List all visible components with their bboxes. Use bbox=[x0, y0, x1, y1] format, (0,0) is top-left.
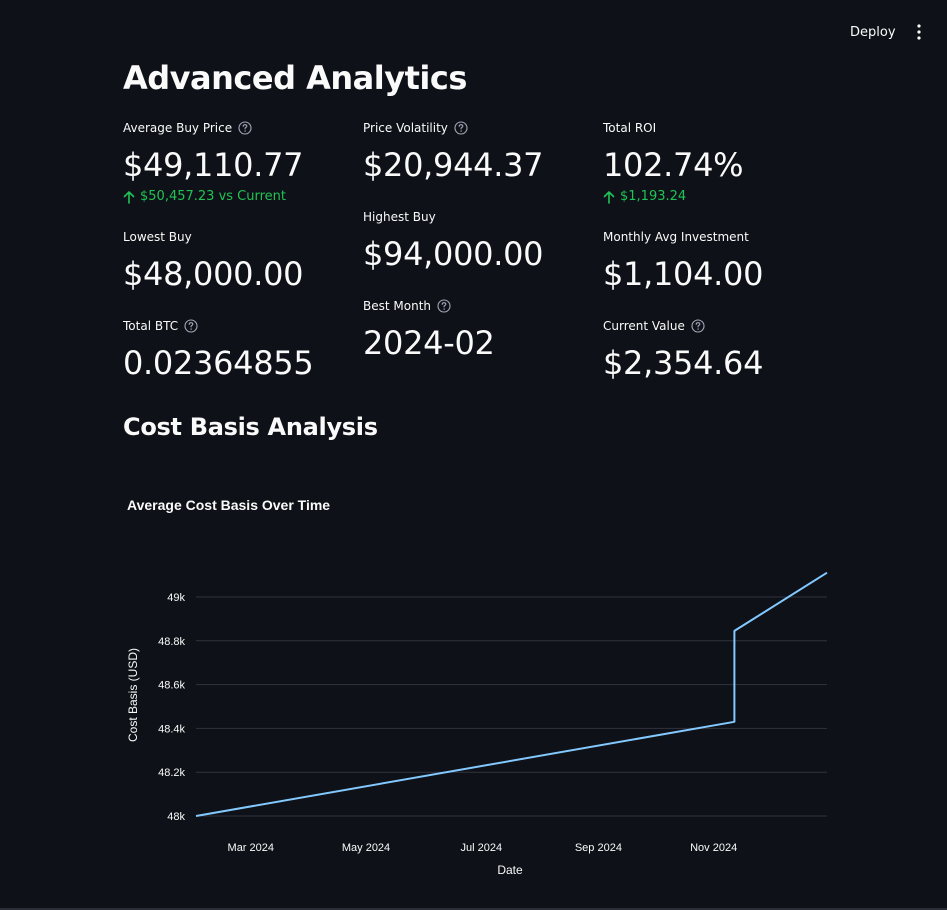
series-line bbox=[195, 571, 828, 817]
page-title: Advanced Analytics bbox=[123, 59, 467, 97]
metric-delta: $50,457.23 vs Current bbox=[123, 189, 303, 204]
x-tick-label: Sep 2024 bbox=[575, 842, 622, 854]
metric-label: Highest Buy bbox=[363, 210, 436, 224]
chart-series bbox=[195, 571, 828, 817]
y-tick-label: 49k bbox=[167, 592, 185, 604]
metric-value: 0.02364855 bbox=[123, 344, 314, 382]
metric-value: 2024-02 bbox=[363, 324, 495, 362]
section-title: Cost Basis Analysis bbox=[123, 413, 378, 441]
x-tick-label: May 2024 bbox=[342, 842, 390, 854]
metric-lowest-buy: Lowest Buy $48,000.00 bbox=[123, 228, 304, 294]
help-icon[interactable] bbox=[437, 299, 451, 313]
arrow-up-icon bbox=[123, 190, 135, 204]
y-tick-label: 48.8k bbox=[158, 636, 185, 648]
metric-value: $2,354.64 bbox=[603, 344, 764, 382]
delta-text: $1,193.24 bbox=[620, 189, 687, 204]
y-tick-label: 48k bbox=[167, 811, 185, 823]
x-tick-label: Mar 2024 bbox=[228, 842, 274, 854]
metric-label: Current Value bbox=[603, 319, 685, 333]
metric-label: Monthly Avg Investment bbox=[603, 230, 749, 244]
arrow-up-icon bbox=[603, 190, 615, 204]
metric-price-volatility: Price Volatility $20,944.37 bbox=[363, 119, 544, 185]
help-icon[interactable] bbox=[184, 319, 198, 333]
metric-total-roi: Total ROI 102.74% $1,193.24 bbox=[603, 119, 744, 204]
chart-svg[interactable]: Average Cost Basis Over Time 48k 48.2k 48.… bbox=[123, 490, 843, 890]
cost-basis-chart[interactable]: Average Cost Basis Over Time 48k 48.2k 48.… bbox=[123, 490, 843, 890]
x-axis-label: Date bbox=[497, 863, 523, 877]
chart-title: Average Cost Basis Over Time bbox=[127, 497, 330, 513]
x-axis: Mar 2024 May 2024 Jul 2024 Sep 2024 Nov 2024 bbox=[228, 842, 738, 854]
help-icon[interactable] bbox=[454, 121, 468, 135]
delta-text: $50,457.23 vs Current bbox=[140, 189, 286, 204]
metric-current-value: Current Value $2,354.64 bbox=[603, 317, 763, 383]
metric-best-month: Best Month 2024-02 bbox=[363, 297, 495, 363]
y-axis: 48k 48.2k 48.4k 48.6k 48.8k 49k bbox=[158, 592, 185, 823]
metric-value: $49,110.77 bbox=[123, 146, 304, 184]
metric-label: Average Buy Price bbox=[123, 121, 233, 135]
metric-average-buy-price: Average Buy Price $49,110.77 $50,457.23 … bbox=[123, 119, 304, 204]
metric-label: Total BTC bbox=[123, 319, 179, 333]
help-icon[interactable] bbox=[691, 319, 705, 333]
metric-value: $1,104.00 bbox=[603, 255, 764, 293]
metric-label: Total ROI bbox=[603, 121, 657, 135]
deploy-button[interactable]: Deploy bbox=[850, 25, 896, 40]
y-tick-label: 48.6k bbox=[158, 680, 185, 692]
metric-value: $48,000.00 bbox=[123, 255, 304, 293]
y-axis-label: Cost Basis (USD) bbox=[126, 648, 140, 742]
metric-label: Lowest Buy bbox=[123, 230, 192, 244]
top-bar: Deploy bbox=[0, 0, 947, 60]
metric-label: Best Month bbox=[363, 299, 431, 313]
metric-label: Price Volatility bbox=[363, 121, 448, 135]
y-tick-label: 48.2k bbox=[158, 767, 185, 779]
metric-total-btc: Total BTC 0.02364855 bbox=[123, 317, 314, 383]
help-icon[interactable] bbox=[238, 121, 252, 135]
more-vertical-icon[interactable] bbox=[913, 23, 925, 41]
metric-value: $20,944.37 bbox=[363, 146, 544, 184]
metric-value: 102.74% bbox=[603, 146, 744, 184]
x-tick-label: Nov 2024 bbox=[690, 842, 737, 854]
y-tick-label: 48.4k bbox=[158, 723, 185, 735]
metric-delta: $1,193.24 bbox=[603, 189, 743, 204]
metric-monthly-avg-investment: Monthly Avg Investment $1,104.00 bbox=[603, 228, 763, 294]
bottom-divider bbox=[0, 908, 947, 910]
metric-value: $94,000.00 bbox=[363, 235, 544, 273]
x-tick-label: Jul 2024 bbox=[460, 842, 502, 854]
chart-grid bbox=[196, 596, 827, 817]
metric-highest-buy: Highest Buy $94,000.00 bbox=[363, 208, 544, 274]
